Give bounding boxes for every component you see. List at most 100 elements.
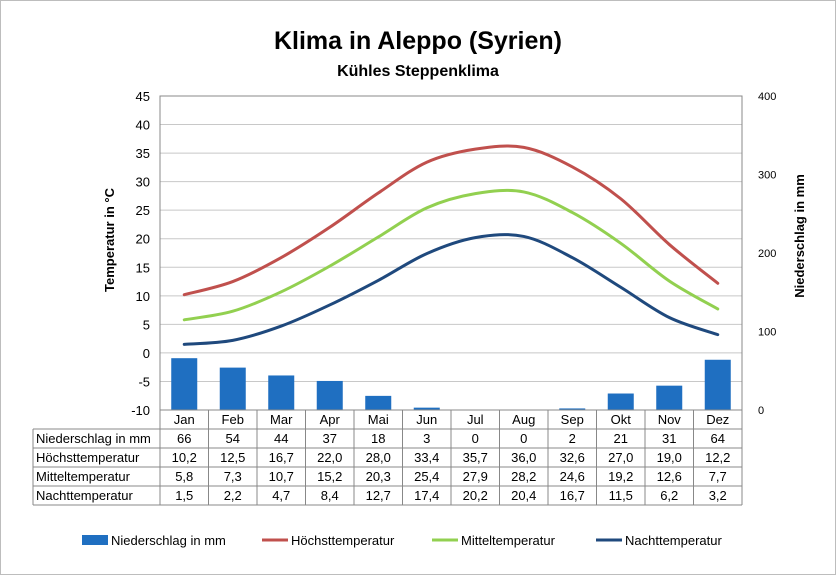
table-cell: 4,7	[272, 488, 290, 503]
table-row-label: Mitteltemperatur	[36, 469, 131, 484]
y-right-axis-label: Niederschlag in mm	[792, 174, 807, 298]
table-cell: 19,2	[608, 469, 633, 484]
table-cell: 10,2	[172, 450, 197, 465]
table-cell: 7,3	[224, 469, 242, 484]
chart-subtitle: Kühles Steppenklima	[337, 63, 499, 80]
y-left-tick-label: 20	[136, 232, 150, 247]
table-cell: 7,7	[709, 469, 727, 484]
y-right-tick-label: 300	[758, 170, 776, 182]
y-left-tick-label: 35	[136, 146, 150, 161]
month-label: Dez	[706, 412, 729, 427]
table-cell: 27,9	[463, 469, 488, 484]
month-label: Apr	[320, 412, 341, 427]
table-cell: 12,7	[366, 488, 391, 503]
y-left-tick-label: 15	[136, 260, 150, 275]
table-cell: 5,8	[175, 469, 193, 484]
line-nachttemperatur	[182, 233, 720, 346]
line-höchsttemperatur	[182, 144, 720, 297]
month-label: Sep	[561, 412, 584, 427]
y-left-axis-label: Temperatur in °C	[102, 187, 117, 292]
precipitation-bar	[316, 380, 343, 410]
table-cell: 8,4	[321, 488, 339, 503]
y-right-tick-label: 0	[758, 405, 764, 417]
table-cell: 64	[711, 431, 725, 446]
y-left-tick-label: -5	[138, 374, 150, 389]
precipitation-bar	[656, 385, 683, 410]
table-cell: 1,5	[175, 488, 193, 503]
table-cell: 22,0	[317, 450, 342, 465]
table-cell: 2,2	[224, 488, 242, 503]
y-left-tick-label: 45	[136, 89, 150, 104]
table-cell: 31	[662, 431, 676, 446]
table-cell: 32,6	[560, 450, 585, 465]
table-cell: 0	[472, 431, 479, 446]
y-left-tick-label: 40	[136, 118, 150, 133]
table-cell: 54	[226, 431, 240, 446]
y-left-tick-label: 25	[136, 203, 150, 218]
precipitation-bar	[704, 359, 731, 410]
table-cell: 16,7	[269, 450, 294, 465]
plot-area	[159, 95, 743, 411]
y-left-tick-label: 5	[143, 317, 150, 332]
y-left-tick-label: -10	[131, 403, 150, 418]
table-cell: 21	[614, 431, 628, 446]
precipitation-bar	[365, 395, 392, 410]
line-mitteltemperatur	[182, 188, 720, 322]
table-cell: 6,2	[660, 488, 678, 503]
month-label: Jun	[416, 412, 437, 427]
table-cell: 20,4	[511, 488, 536, 503]
legend-label: Niederschlag in mm	[111, 533, 226, 548]
table-cell: 18	[371, 431, 385, 446]
table-cell: 36,0	[511, 450, 536, 465]
table-cell: 19,0	[657, 450, 682, 465]
table-cell: 17,4	[414, 488, 439, 503]
table-cell: 2	[569, 431, 576, 446]
precipitation-bar	[413, 407, 440, 410]
table-cell: 27,0	[608, 450, 633, 465]
y-right-tick-label: 400	[758, 91, 776, 103]
y-right-tick-label: 100	[758, 327, 776, 339]
table-cell: 33,4	[414, 450, 439, 465]
table-cell: 16,7	[560, 488, 585, 503]
table-cell: 0	[520, 431, 527, 446]
table-cell: 66	[177, 431, 191, 446]
table-cell: 25,4	[414, 469, 439, 484]
precipitation-bar	[268, 375, 295, 410]
table-row-label: Niederschlag in mm	[36, 431, 151, 446]
month-label: Aug	[512, 412, 535, 427]
table-cell: 37	[323, 431, 337, 446]
y-left-tick-label: 30	[136, 175, 150, 190]
legend-label: Mitteltemperatur	[461, 533, 556, 548]
legend-label: Höchsttemperatur	[291, 533, 395, 548]
month-label: Okt	[611, 412, 632, 427]
table-cell: 24,6	[560, 469, 585, 484]
table-cell: 28,0	[366, 450, 391, 465]
table-cell: 15,2	[317, 469, 342, 484]
table-cell: 28,2	[511, 469, 536, 484]
y-right-tick-label: 200	[758, 248, 776, 260]
chart-title: Klima in Aleppo (Syrien)	[274, 27, 562, 55]
table-cell: 3	[423, 431, 430, 446]
month-label: Mai	[368, 412, 389, 427]
legend-label: Nachttemperatur	[625, 533, 722, 548]
table-cell: 12,5	[220, 450, 245, 465]
table-row-label: Nachttemperatur	[36, 488, 133, 503]
table-cell: 3,2	[709, 488, 727, 503]
table-cell: 12,6	[657, 469, 682, 484]
precipitation-bar	[171, 358, 198, 410]
month-label: Jan	[174, 412, 195, 427]
month-label: Jul	[467, 412, 484, 427]
month-label: Feb	[222, 412, 244, 427]
precipitation-bar	[559, 408, 586, 410]
month-label: Mar	[270, 412, 293, 427]
legend-swatch-bar	[82, 535, 108, 545]
table-cell: 11,5	[609, 488, 633, 503]
table-cell: 35,7	[463, 450, 488, 465]
y-left-tick-label: 0	[143, 346, 150, 361]
precipitation-bar	[607, 393, 634, 410]
table-cell: 12,2	[705, 450, 730, 465]
precipitation-bar	[219, 367, 246, 410]
month-label: Nov	[658, 412, 682, 427]
table-cell: 20,3	[366, 469, 391, 484]
